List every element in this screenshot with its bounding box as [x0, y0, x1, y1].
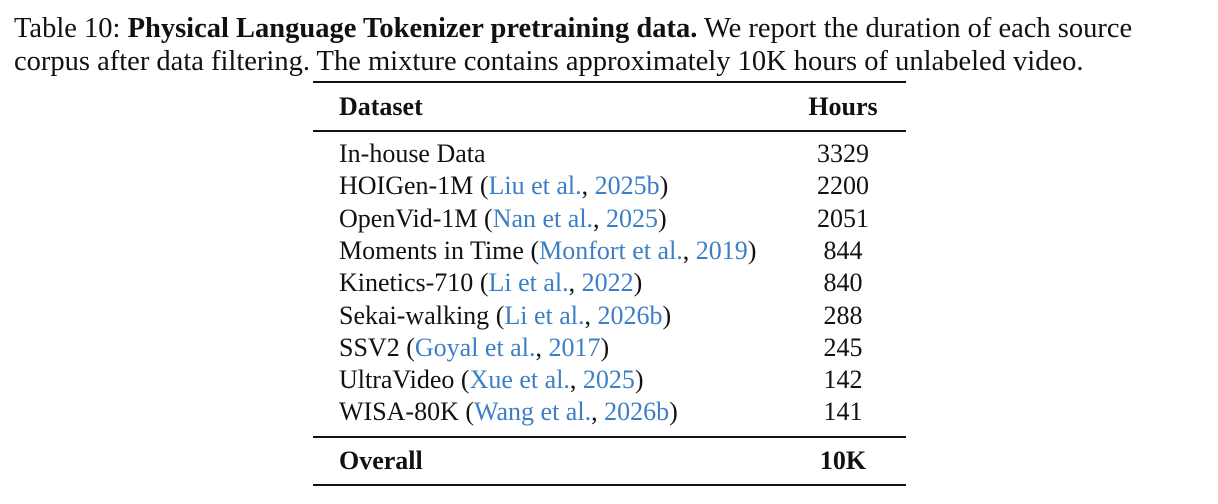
hours-value: 288 — [823, 300, 863, 330]
footer-rule — [313, 436, 906, 438]
citation-authors-link[interactable]: Li et al. — [488, 268, 569, 298]
dataset-name: Sekai-walking (Li et al., 2026b) — [339, 300, 672, 330]
hours-value: 141 — [823, 397, 863, 427]
footer-row: Overall 10K — [339, 445, 899, 477]
citation-year-link[interactable]: 2019 — [695, 235, 748, 265]
citation-year-link[interactable]: 2025 — [606, 203, 659, 233]
header-dataset: Dataset — [339, 92, 423, 121]
citation-authors-link[interactable]: Liu et al. — [488, 171, 582, 201]
hours-value: 840 — [823, 268, 863, 298]
table-caption: Table 10: Physical Language Tokenizer pr… — [14, 12, 1214, 78]
caption-line-1: Table 10: Physical Language Tokenizer pr… — [14, 12, 1214, 45]
caption-text-2: corpus after data filtering. The mixture… — [14, 46, 1084, 77]
table-row: SSV2 (Goyal et al., 2017) 245 — [339, 332, 899, 364]
dataset-label: OpenVid-1M — [339, 203, 478, 233]
header-hours: Hours — [808, 92, 878, 121]
hours-value: 142 — [823, 365, 863, 395]
citation-year-link[interactable]: 2026b — [597, 300, 663, 330]
hours-value: 844 — [823, 235, 863, 265]
citation-year-link[interactable]: 2017 — [548, 332, 601, 362]
dataset-label: In-house Data — [339, 139, 486, 168]
dataset-name: WISA-80K (Wang et al., 2026b) — [339, 397, 678, 427]
citation-authors-link[interactable]: Monfort et al. — [539, 235, 683, 265]
dataset-label: Kinetics-710 — [339, 268, 474, 298]
dataset-name: In-house Data — [339, 138, 486, 170]
table-row: HOIGen-1M (Liu et al., 2025b) 2200 — [339, 170, 899, 202]
table-row: Moments in Time (Monfort et al., 2019) 84… — [339, 235, 899, 267]
dataset-name: HOIGen-1M (Liu et al., 2025b) — [339, 171, 669, 201]
caption-text-1: We report the duration of each source — [704, 13, 1133, 44]
citation-authors-link[interactable]: Wang et al. — [474, 397, 592, 427]
table-row: UltraVideo (Xue et al., 2025) 142 — [339, 364, 899, 396]
dataset-label: Moments in Time — [339, 235, 524, 265]
dataset-name: Moments in Time (Monfort et al., 2019) — [339, 235, 757, 265]
table-row: Kinetics-710 (Li et al., 2022) 840 — [339, 267, 899, 299]
table-row: OpenVid-1M (Nan et al., 2025) 2051 — [339, 203, 899, 235]
header-rule — [313, 130, 906, 132]
citation-authors-link[interactable]: Li et al. — [504, 300, 585, 330]
citation-authors-link[interactable]: Goyal et al. — [414, 332, 536, 362]
hours-value: 2051 — [817, 203, 869, 233]
citation-year-link[interactable]: 2025 — [582, 365, 635, 395]
citation-year-link[interactable]: 2022 — [581, 268, 634, 298]
dataset-label: UltraVideo — [339, 365, 455, 395]
footer-label: Overall — [339, 446, 423, 475]
citation-authors-link[interactable]: Xue et al. — [469, 365, 570, 395]
table-row: WISA-80K (Wang et al., 2026b) 141 — [339, 396, 899, 428]
footer-hours: 10K — [819, 446, 867, 475]
hours-value: 2200 — [817, 171, 869, 201]
bottom-rule — [313, 484, 906, 486]
table-row: Sekai-walking (Li et al., 2026b) 288 — [339, 300, 899, 332]
hours-value: 3329 — [817, 139, 869, 168]
dataset-label: Sekai-walking — [339, 300, 490, 330]
hours-value: 245 — [823, 332, 863, 362]
citation-authors-link[interactable]: Nan et al. — [492, 203, 594, 233]
dataset-name: SSV2 (Goyal et al., 2017) — [339, 332, 610, 362]
caption-title: Physical Language Tokenizer pretraining … — [127, 13, 698, 44]
citation-year-link[interactable]: 2026b — [604, 397, 670, 427]
dataset-name: OpenVid-1M (Nan et al., 2025) — [339, 203, 667, 233]
dataset-label: WISA-80K — [339, 397, 459, 427]
dataset-label: HOIGen-1M — [339, 171, 474, 201]
dataset-name: UltraVideo (Xue et al., 2025) — [339, 365, 644, 395]
dataset-label: SSV2 — [339, 332, 400, 362]
citation-year-link[interactable]: 2025b — [594, 171, 660, 201]
table-row: In-house Data 3329 — [339, 138, 899, 170]
top-rule — [313, 81, 906, 83]
caption-label: Table 10: — [14, 13, 121, 44]
header-row: Dataset Hours — [339, 91, 899, 123]
dataset-name: Kinetics-710 (Li et al., 2022) — [339, 268, 643, 298]
